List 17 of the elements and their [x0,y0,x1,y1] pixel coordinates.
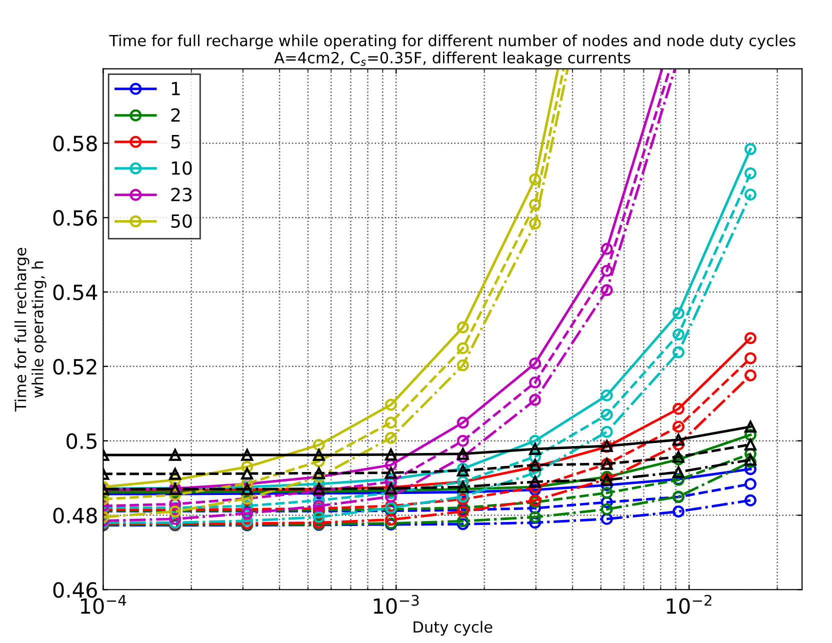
x-tick-label: 10$^{−3}$ [374,594,419,614]
legend-label: 1 [172,82,180,96]
y-tick-label: 0.52 [53,358,96,375]
legend-label: 23 [171,188,192,202]
x-tick-label: 10$^{−2}$ [666,594,712,614]
legend-label: 10 [172,161,192,175]
y-tick-label: 0.54 [53,284,98,300]
chart-title: Time for full recharge while operating for different number of nodes and node duty cycles A=4cm2, C$_{s}$=0.35F, different leakage currents [109,34,796,66]
y-axis-title: Time for full recharge while operating, h [14,248,46,412]
legend-label: 5 [171,135,180,148]
legend-label: 50 [171,214,192,228]
y-tick-label: 0.56 [53,210,97,226]
y-tick-label: 0.58 [53,136,97,152]
x-axis-title: Duty cycle [414,620,492,636]
y-tick-label: 0.48 [53,508,97,524]
y-tick-label: 0.5 [66,433,96,450]
legend-label: 2 [171,108,180,122]
